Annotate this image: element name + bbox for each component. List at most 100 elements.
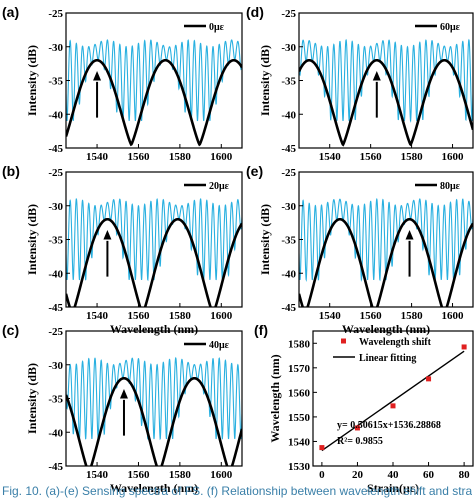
x-axis-label: Strain(με): [367, 481, 419, 495]
x-tick-label: 1600: [210, 310, 233, 322]
x-tick-label: 1560: [360, 310, 383, 322]
data-point: [426, 376, 432, 382]
linear-fit-line: [321, 350, 465, 452]
y-axis-label: Intensity (dB): [25, 363, 39, 434]
envelope-spectrum-line: [66, 58, 242, 147]
x-axis-label: Wavelength (nm): [110, 322, 198, 336]
y-tick-label: -40: [281, 268, 296, 280]
fringe-spectrum-line: [66, 198, 242, 282]
y-tick-label: -40: [48, 109, 63, 121]
envelope-spectrum-line: [66, 217, 242, 307]
y-tick-label: -45: [48, 302, 63, 314]
panel-label: (e): [246, 163, 263, 179]
data-point: [354, 425, 360, 431]
y-tick-label: -40: [281, 109, 296, 121]
peak-arrow-head: [93, 71, 102, 81]
panel-label: (d): [246, 4, 264, 20]
x-tick-label: 1540: [86, 469, 109, 481]
legend-label-fit: Linear fitting: [359, 353, 416, 364]
spectrum-panel: -25 -30 -35 -40 -45 1540 1560 1580 1600 20με Inten…: [25, 167, 243, 336]
panel-label: (f): [254, 322, 268, 338]
y-tick-label: -25: [281, 8, 296, 20]
y-axis-label: Wavelength (nm): [268, 354, 282, 442]
data-point: [319, 445, 325, 451]
y-tick-label: -35: [281, 76, 296, 88]
y-tick-label: -30: [48, 201, 63, 213]
y-axis-label: Intensity (dB): [258, 45, 272, 116]
legend-swatch-points: [341, 338, 346, 344]
y-tick-label: -25: [48, 8, 63, 20]
x-tick-label: 1580: [169, 310, 192, 322]
legend-label: 40με: [209, 340, 230, 351]
legend-label: 0με: [209, 22, 225, 33]
envelope-spectrum-line: [66, 376, 242, 466]
x-tick-label: 1580: [401, 310, 424, 322]
legend-label: 20με: [209, 181, 230, 192]
panel-label: (b): [2, 163, 20, 179]
envelope-spectrum-line: [299, 217, 473, 307]
x-tick-label: 1560: [127, 469, 150, 481]
y-tick-label: -45: [281, 302, 296, 314]
y-tick-label: -40: [48, 268, 63, 280]
x-tick-label: 20: [352, 469, 364, 481]
x-axis-label: Wavelength (nm): [110, 481, 198, 495]
strain-panel: 1530 1540 1550 1560 1570 1580 0 20 40 60 80 Wavelen…: [268, 330, 474, 495]
legend-label: 60με: [440, 22, 461, 33]
y-tick-label: -35: [48, 394, 63, 406]
y-tick-label: -35: [281, 235, 296, 247]
legend-label: 80με: [440, 181, 461, 192]
peak-arrow-head: [405, 230, 414, 240]
y-tick-label: 1570: [288, 363, 311, 375]
fringe-spectrum-line: [299, 197, 473, 282]
x-tick-label: 60: [423, 469, 435, 481]
x-tick-label: 1600: [442, 151, 465, 163]
spectrum-panel: -25 -30 -35 -40 -45 1540 1560 1580 1600 60με Inten…: [258, 8, 474, 163]
fringe-spectrum-line: [66, 39, 242, 122]
spectrum-panel: -25 -30 -35 -40 -45 1540 1560 1580 1600 40με Inten…: [25, 326, 243, 495]
peak-arrow-head: [372, 71, 381, 81]
x-tick-label: 1540: [86, 151, 109, 163]
y-tick-label: -40: [48, 427, 63, 439]
y-tick-label: -25: [281, 167, 296, 179]
spectrum-panel: -25 -30 -35 -40 -45 1540 1560 1580 1600 0με Intens…: [25, 8, 243, 163]
x-tick-label: 1580: [401, 151, 424, 163]
fringe-spectrum-line: [299, 38, 473, 123]
y-tick-label: -25: [48, 167, 63, 179]
data-point: [390, 403, 396, 409]
y-tick-label: -35: [48, 76, 63, 88]
y-tick-label: 1540: [288, 436, 311, 448]
x-tick-label: 1560: [127, 310, 150, 322]
x-tick-label: 1600: [210, 151, 233, 163]
x-tick-label: 0: [319, 469, 325, 481]
y-tick-label: -45: [281, 143, 296, 155]
y-axis-label: Intensity (dB): [25, 45, 39, 116]
y-tick-label: -45: [48, 143, 63, 155]
panel-label: (c): [2, 322, 19, 338]
x-tick-label: 1540: [319, 151, 342, 163]
y-tick-label: -30: [48, 360, 63, 372]
x-axis-label: Wavelength (nm): [342, 322, 430, 336]
figure-caption: Fig. 10. (a)-(e) Sensing spectra of FS. …: [2, 484, 472, 498]
x-tick-label: 1580: [169, 151, 192, 163]
y-axis-label: Intensity (dB): [258, 204, 272, 275]
x-tick-label: 80: [459, 469, 471, 481]
y-tick-label: -45: [48, 461, 63, 473]
y-tick-label: -25: [48, 326, 63, 338]
data-point: [461, 344, 467, 350]
plot-frame: [298, 12, 474, 149]
x-tick-label: 1560: [127, 151, 150, 163]
y-tick-label: -30: [48, 42, 63, 54]
x-tick-label: 1540: [86, 310, 109, 322]
y-tick-label: 1530: [288, 461, 311, 473]
x-tick-label: 1600: [210, 469, 233, 481]
y-tick-label: -35: [48, 235, 63, 247]
legend-label-points: Wavelength shift: [359, 337, 432, 348]
x-tick-label: 1560: [360, 151, 383, 163]
plot-frame: [65, 330, 243, 467]
x-tick-label: 1600: [442, 310, 465, 322]
y-axis-label: Intensity (dB): [25, 204, 39, 275]
x-tick-label: 40: [388, 469, 400, 481]
y-tick-label: 1580: [288, 338, 311, 350]
panel-label: (a): [2, 4, 19, 20]
